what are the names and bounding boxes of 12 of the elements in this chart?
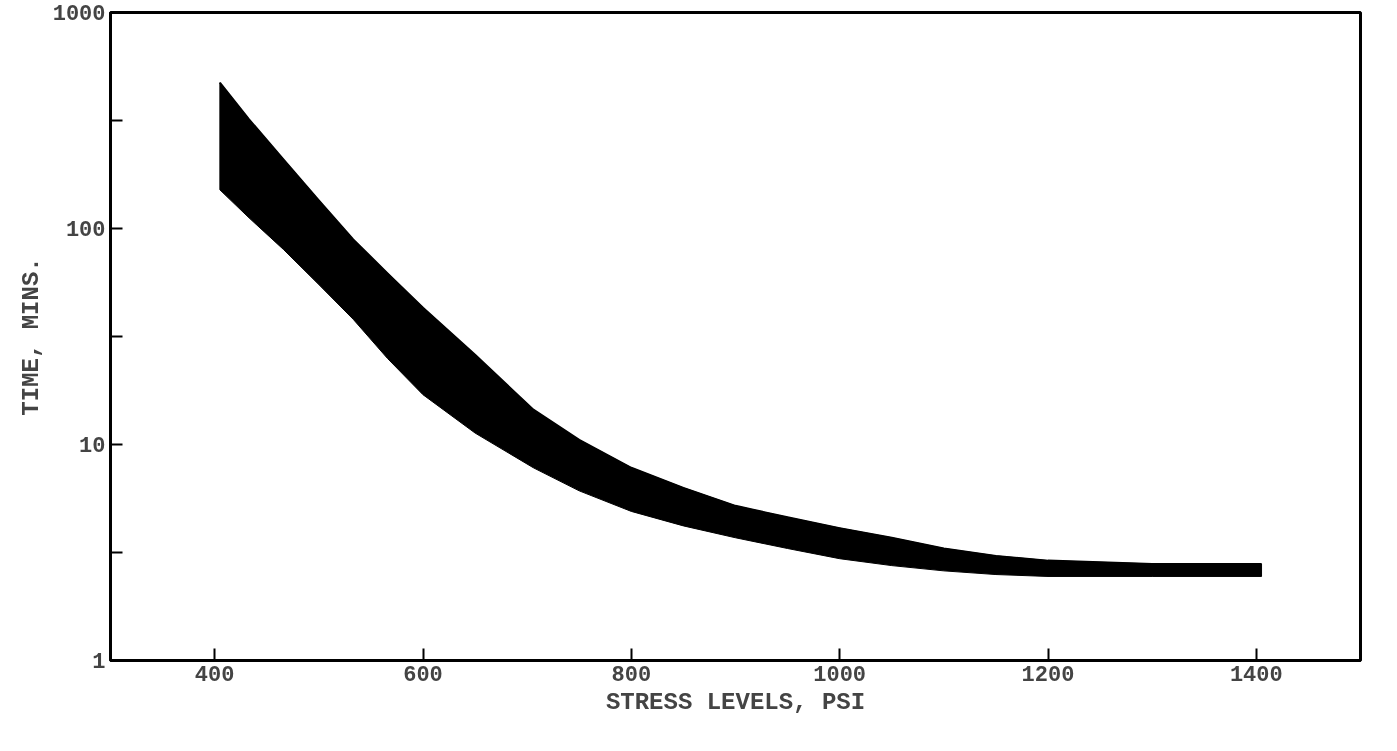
- x-tick-label: 1400: [1229, 662, 1283, 688]
- y-axis-title: TIME, MINS.: [17, 257, 45, 416]
- x-tick-label: 400: [194, 662, 235, 688]
- x-axis-title: STRESS LEVELS, PSI: [605, 688, 866, 716]
- y-tick-label: 1000: [52, 2, 106, 27]
- y-tick-label: 100: [65, 218, 106, 243]
- y-tick-label: 10: [79, 434, 106, 459]
- x-tick-label: 1200: [1021, 662, 1075, 688]
- y-tick-label: 1: [92, 650, 106, 675]
- x-tick-label: 600: [403, 662, 443, 688]
- x-tick-label: 800: [611, 662, 652, 688]
- x-tick-label: 1000: [813, 662, 867, 688]
